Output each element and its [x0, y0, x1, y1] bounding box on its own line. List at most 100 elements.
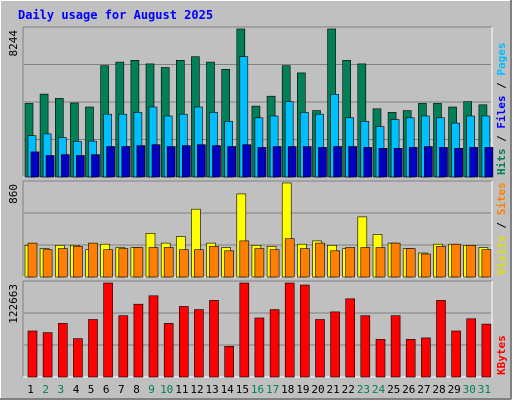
- bar-pages-day-20: [318, 147, 327, 178]
- bar-pages-day-13: [212, 145, 221, 178]
- x-tick-label: 1: [27, 383, 34, 396]
- bar-kbytes-day-23: [360, 315, 371, 378]
- bar-pages-day-4: [76, 155, 85, 178]
- y-max-label: 860: [7, 184, 20, 204]
- bar-pages-day-9: [151, 144, 161, 178]
- bar-sites-day-18: [284, 238, 295, 278]
- legend-sites: Sites: [495, 182, 508, 215]
- bar-sites-day-3: [57, 248, 68, 278]
- bar-sites-day-19: [299, 248, 310, 278]
- bar-pages-day-8: [136, 145, 146, 178]
- legend-separator: /: [495, 215, 508, 235]
- x-tick-label: 26: [402, 383, 415, 396]
- bar-sites-day-20: [315, 242, 325, 278]
- y-max-label: 8244: [7, 30, 20, 57]
- bar-kbytes-day-29: [451, 330, 461, 378]
- bar-kbytes-day-21: [330, 311, 340, 378]
- bar-sites-day-27: [421, 253, 431, 278]
- bar-pages-day-1: [30, 151, 40, 178]
- x-tick-label: 7: [118, 383, 125, 396]
- panel-hits-files-pages: 8244 Hits / Files / Pages: [7, 26, 508, 178]
- bar-sites-day-11: [179, 249, 189, 278]
- chart-panels: 8244 Hits / Files / Pages 860 Visits / Site…: [7, 26, 508, 378]
- right-axis-legend: Hits / Files / Pages: [495, 43, 508, 176]
- bar-sites-day-4: [73, 246, 83, 278]
- bar-sites-day-24: [375, 247, 386, 278]
- bar-sites-day-17: [269, 249, 280, 278]
- x-tick-label: 15: [236, 383, 249, 396]
- bar-pages-day-6: [106, 146, 115, 178]
- x-tick-label: 3: [57, 383, 64, 396]
- legend-pages: Pages: [495, 43, 508, 76]
- bar-pages-day-16: [257, 147, 267, 178]
- bar-pages-day-19: [302, 146, 312, 178]
- bar-kbytes-day-2: [42, 332, 53, 378]
- bar-sites-day-12: [194, 249, 204, 278]
- bar-pages-day-5: [91, 154, 100, 178]
- x-tick-label: 13: [205, 383, 218, 396]
- x-tick-label: 21: [326, 383, 339, 396]
- bar-sites-day-8: [133, 247, 144, 278]
- bar-kbytes-day-30: [466, 318, 477, 378]
- right-axis-legend: KBytes: [495, 335, 508, 375]
- bar-kbytes-day-1: [27, 330, 38, 378]
- bar-kbytes-day-19: [299, 284, 310, 378]
- x-tick-label: 19: [296, 383, 309, 396]
- bar-pages-day-26: [408, 147, 418, 178]
- bar-pages-day-10: [166, 146, 176, 178]
- bar-pages-day-2: [45, 155, 55, 178]
- x-tick-label: 29: [448, 383, 461, 396]
- bar-kbytes-day-3: [57, 323, 68, 378]
- x-tick-label: 8: [133, 383, 140, 396]
- bar-sites-day-30: [466, 245, 477, 278]
- x-tick-label: 30: [463, 383, 476, 396]
- bar-kbytes-day-12: [194, 309, 204, 378]
- bar-sites-day-25: [390, 242, 401, 278]
- bar-kbytes-day-4: [73, 338, 83, 378]
- bar-pages-day-23: [363, 147, 373, 178]
- legend-visits: Visits: [495, 235, 508, 275]
- bar-sites-day-26: [405, 248, 416, 278]
- y-max-label: 122663: [7, 284, 20, 324]
- legend-hits: Hits: [495, 149, 508, 176]
- bar-kbytes-day-18: [284, 282, 295, 378]
- bar-kbytes-day-22: [345, 298, 356, 378]
- x-tick-label: 6: [103, 383, 110, 396]
- x-tick-label: 16: [251, 383, 264, 396]
- bar-sites-day-13: [209, 246, 219, 278]
- x-axis-labels: 1 2 3 4 5 6 7 8 9 10 11 12 13 14 15 16 17 18 19 20 21 22 23 24 2…: [27, 383, 491, 396]
- bar-pages-day-22: [348, 146, 358, 178]
- x-tick-label: 28: [432, 383, 445, 396]
- bar-sites-day-2: [42, 249, 53, 278]
- bar-pages-day-25: [393, 148, 403, 178]
- x-tick-label: 2: [42, 383, 49, 396]
- legend-files: Files: [495, 96, 508, 129]
- bar-kbytes-day-7: [118, 315, 129, 378]
- bar-pages-day-17: [272, 146, 282, 178]
- bar-kbytes-day-20: [315, 319, 325, 378]
- panel-kbytes: 122663 KBytes: [7, 280, 508, 378]
- bar-pages-day-18: [287, 146, 297, 178]
- bar-pages-day-12: [197, 144, 206, 178]
- bar-pages-day-24: [378, 148, 388, 178]
- bar-kbytes-day-5: [88, 319, 98, 378]
- x-tick-label: 23: [357, 383, 370, 396]
- right-axis-legend: Visits / Sites: [495, 182, 508, 275]
- x-tick-label: 14: [221, 383, 235, 396]
- bar-kbytes-day-24: [375, 339, 386, 378]
- bar-pages-day-27: [424, 146, 433, 178]
- chart-title: Daily usage for August 2025: [18, 8, 213, 22]
- bar-kbytes-day-26: [405, 339, 416, 378]
- bar-kbytes-day-13: [209, 300, 219, 378]
- bar-pages-day-3: [60, 154, 70, 178]
- bar-kbytes-day-8: [133, 303, 144, 378]
- bar-sites-day-23: [360, 247, 371, 278]
- bar-sites-day-5: [88, 242, 98, 278]
- x-tick-label: 12: [190, 383, 203, 396]
- bar-kbytes-day-10: [163, 323, 174, 378]
- x-tick-label: 20: [311, 383, 324, 396]
- x-tick-label: 18: [281, 383, 294, 396]
- x-tick-label: 17: [266, 383, 279, 396]
- bar-kbytes-day-25: [390, 315, 401, 378]
